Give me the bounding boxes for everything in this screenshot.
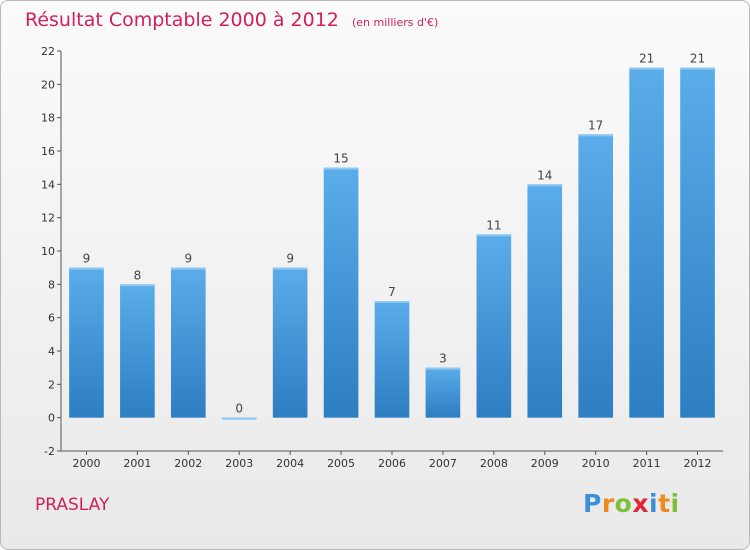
x-tick-label: 2011	[633, 457, 661, 470]
logo-letter: P	[583, 489, 602, 518]
y-tick-label: 8	[48, 278, 55, 291]
y-tick-label: 10	[41, 245, 55, 258]
x-tick-label: 2006	[378, 457, 406, 470]
bar-value-label: 3	[439, 352, 447, 366]
bar-value-label: 9	[83, 252, 91, 266]
y-tick-label: 2	[48, 378, 55, 391]
x-tick-label: 2007	[429, 457, 457, 470]
y-tick-label: 14	[41, 178, 55, 191]
bar	[374, 301, 410, 418]
y-tick-label: 12	[41, 212, 55, 225]
bar-value-label: 14	[537, 168, 552, 182]
bar-highlight	[578, 134, 614, 137]
bar-highlight	[272, 267, 308, 270]
y-tick-label: 0	[48, 412, 55, 425]
bar-highlight	[323, 167, 359, 170]
bar-highlight	[374, 301, 410, 303]
x-tick-label: 2000	[72, 457, 100, 470]
x-tick-label: 2008	[480, 457, 508, 470]
y-tick-label: -2	[44, 445, 55, 458]
logo-letter: r	[601, 489, 615, 518]
place-name: PRASLAY	[35, 495, 110, 515]
bar-value-label: 15	[333, 152, 348, 166]
bar-highlight	[527, 184, 563, 187]
x-tick-label: 2009	[531, 457, 559, 470]
bar	[170, 267, 206, 418]
bar-value-label: 8	[134, 268, 142, 282]
bar	[272, 267, 308, 418]
bar-layer	[69, 67, 715, 420]
logo-letter: o	[614, 489, 633, 518]
bar-highlight	[680, 67, 715, 70]
chart-title: Résultat Comptable 2000 à 2012	[25, 9, 339, 31]
bar	[578, 134, 614, 418]
bar-highlight	[69, 267, 104, 270]
bar-value-label: 7	[388, 285, 396, 299]
title-row: Résultat Comptable 2000 à 2012 (en milli…	[25, 9, 438, 31]
x-tick-label: 2012	[684, 457, 712, 470]
y-tick-label: 22	[41, 45, 55, 58]
chart-subtitle: (en milliers d'€)	[351, 16, 439, 29]
bar-highlight	[120, 284, 155, 287]
bar-value-label: 17	[588, 118, 603, 132]
bar-value-label: 21	[639, 52, 654, 66]
x-tick-label: 2002	[174, 457, 202, 470]
logo-letter: t	[658, 489, 671, 518]
bar	[120, 284, 155, 418]
y-tick-label: 16	[41, 145, 55, 158]
bar-highlight	[221, 417, 257, 420]
bar-highlight	[629, 67, 664, 70]
y-tick-label: 4	[48, 345, 55, 358]
label-layer: 9 8 9 0 9 15 7 3 11 14 17 21 21	[83, 52, 706, 416]
proxiti-logo: Proxiti	[583, 489, 680, 518]
bar	[69, 267, 104, 418]
bar-value-label: 9	[184, 252, 192, 266]
y-tick-label: 6	[48, 312, 55, 325]
y-tick-label: 20	[41, 78, 55, 91]
bar	[476, 234, 512, 418]
x-tick-label: 2004	[276, 457, 304, 470]
bar-highlight	[170, 267, 206, 270]
y-tick-label: 18	[41, 112, 55, 125]
bar	[629, 67, 664, 418]
bar-highlight	[425, 367, 461, 370]
bar-value-label: 11	[486, 218, 501, 232]
bar-value-label: 9	[286, 252, 294, 266]
x-tick-label: 2010	[582, 457, 610, 470]
logo-letter: x	[632, 489, 649, 518]
bar-value-label: 21	[690, 52, 705, 66]
bar-highlight	[476, 234, 512, 237]
axis-layer: -2 0 2 4 6 8 10 12 14 16 18 20 22 2000 2001 2002 2003 200…	[41, 45, 723, 470]
bar	[527, 184, 563, 418]
x-tick-label: 2001	[123, 457, 151, 470]
bar-value-label: 0	[235, 402, 243, 416]
bar	[323, 167, 359, 418]
x-tick-label: 2005	[327, 457, 355, 470]
logo-letter: i	[670, 489, 680, 518]
x-tick-label: 2003	[225, 457, 253, 470]
bar	[680, 67, 715, 418]
bar	[425, 367, 461, 418]
logo-letter: i	[649, 489, 659, 518]
